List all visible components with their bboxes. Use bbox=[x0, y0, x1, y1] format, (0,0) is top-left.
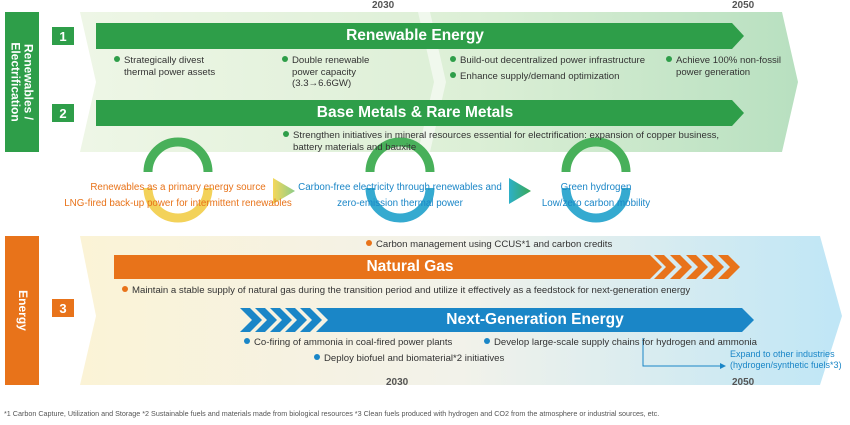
expand-text: Expand to other industries (hydrogen/syn… bbox=[730, 349, 842, 370]
gas-note-text: Maintain a stable supply of natural gas … bbox=[132, 285, 691, 296]
renewable-bullet-2: Double renewable power capacity (3.3→6.6… bbox=[282, 55, 369, 90]
renewable-b2c: (3.3→6.6GW) bbox=[292, 78, 352, 89]
stage-3-text: Green hydrogen Low/zero carbon mobility bbox=[526, 180, 666, 212]
bullet-dot bbox=[450, 56, 456, 62]
year-2050-bottom: 2050 bbox=[732, 377, 755, 388]
year-2030-bottom: 2030 bbox=[386, 377, 409, 388]
side-label-renewables: Renewables / Electrification bbox=[5, 12, 39, 152]
badge-1: 1 bbox=[50, 25, 76, 47]
stage-circles bbox=[143, 137, 631, 223]
stage-arrow-1 bbox=[273, 178, 295, 204]
supply-text: Develop large-scale supply chains for hy… bbox=[494, 337, 757, 348]
renewable-b1a: Strategically divest bbox=[124, 55, 204, 66]
expand-arrow-head bbox=[720, 363, 726, 369]
renewable-b2a: Double renewable bbox=[292, 55, 370, 66]
biofuel-bullet: Deploy biofuel and biomaterial*2 initiat… bbox=[314, 353, 504, 365]
bullet-dot bbox=[244, 338, 250, 344]
bullet-dot bbox=[282, 56, 288, 62]
renewable-b3: Build-out decentralized power infrastruc… bbox=[460, 55, 646, 66]
renewable-bullet-3: Build-out decentralized power infrastruc… bbox=[450, 55, 645, 67]
footnote: *1 Carbon Capture, Utilization and Stora… bbox=[4, 409, 660, 418]
renewable-bar bbox=[96, 23, 744, 49]
ng-chevrons bbox=[240, 308, 322, 332]
metals-b1b: battery materials and bauxite bbox=[293, 141, 417, 153]
supply-bullet: Develop large-scale supply chains for hy… bbox=[484, 337, 757, 349]
renewable-bullet-4: Enhance supply/demand optimization bbox=[450, 71, 619, 83]
bullet-dot bbox=[450, 72, 456, 78]
ng-title: Next-Generation Energy bbox=[446, 311, 624, 328]
renewable-title: Renewable Energy bbox=[346, 27, 484, 44]
renewable-b2b: power capacity bbox=[292, 66, 356, 78]
stage-2-line-1: Carbon-free electricity through renewabl… bbox=[298, 182, 502, 193]
stage-2-line-2: zero-emission thermal power bbox=[337, 198, 463, 209]
bullet-dot bbox=[114, 56, 120, 62]
ccus-bullet: Carbon management using CCUS*1 and carbo… bbox=[366, 239, 612, 251]
ccus-text: Carbon management using CCUS*1 and carbo… bbox=[376, 239, 613, 250]
badge-3: 3 bbox=[50, 297, 76, 319]
gas-note-bullet: Maintain a stable supply of natural gas … bbox=[122, 285, 690, 297]
expand-line-1: Expand to other industries bbox=[730, 349, 835, 359]
stage-2-text: Carbon-free electricity through renewabl… bbox=[290, 180, 510, 212]
stage-1-line-1: Renewables as a primary energy source bbox=[90, 182, 266, 193]
ammonia-bullet: Co-firing of ammonia in coal-fired power… bbox=[244, 337, 452, 349]
renewable-b1b: thermal power assets bbox=[124, 66, 216, 78]
renewable-bullet-1: Strategically divest thermal power asset… bbox=[114, 55, 215, 78]
expand-arrow-line bbox=[642, 338, 720, 367]
metals-bar bbox=[96, 100, 744, 126]
renewable-b4: Enhance supply/demand optimization bbox=[460, 71, 620, 82]
bullet-dot bbox=[283, 131, 289, 137]
stage-arrow-2 bbox=[509, 178, 531, 204]
ammonia-text: Co-firing of ammonia in coal-fired power… bbox=[254, 337, 453, 348]
badge-2: 2 bbox=[50, 102, 76, 124]
bullet-dot bbox=[366, 240, 372, 246]
stage-3-line-2: Low/zero carbon mobility bbox=[541, 198, 651, 209]
metals-bullet-1: Strengthen initiatives in mineral resour… bbox=[283, 130, 719, 153]
gas-title: Natural Gas bbox=[366, 258, 454, 275]
bullet-dot bbox=[122, 286, 128, 292]
gas-bar bbox=[114, 255, 662, 279]
stage-3-line-1: Green hydrogen bbox=[560, 182, 632, 193]
ng-bar bbox=[316, 308, 754, 332]
metals-title: Base Metals & Rare Metals bbox=[316, 104, 514, 121]
year-2030-top: 2030 bbox=[372, 0, 395, 11]
stage-1-text: Renewables as a primary energy source LN… bbox=[56, 180, 300, 212]
side-label-energy: Energy bbox=[5, 236, 39, 385]
renewable-bullet-5: Achieve 100% non-fossil power generation bbox=[666, 55, 781, 78]
gas-chevrons bbox=[654, 255, 740, 279]
bullet-dot bbox=[314, 354, 320, 360]
renewable-b5a: Achieve 100% non-fossil bbox=[676, 55, 782, 66]
year-2050-top: 2050 bbox=[732, 0, 755, 11]
side-label-energy-text: Energy bbox=[15, 290, 30, 331]
renewable-b5b: power generation bbox=[676, 66, 751, 78]
stage-1-line-2: LNG-fired back-up power for intermittent… bbox=[64, 198, 292, 209]
expand-line-2: (hydrogen/synthetic fuels*3) bbox=[730, 359, 842, 370]
metals-b1a: Strengthen initiatives in mineral resour… bbox=[293, 130, 720, 141]
biofuel-text: Deploy biofuel and biomaterial*2 initiat… bbox=[324, 353, 505, 364]
bullet-dot bbox=[666, 56, 672, 62]
side-label-renewables-text: Renewables / Electrification bbox=[9, 42, 36, 122]
bullet-dot bbox=[484, 338, 490, 344]
